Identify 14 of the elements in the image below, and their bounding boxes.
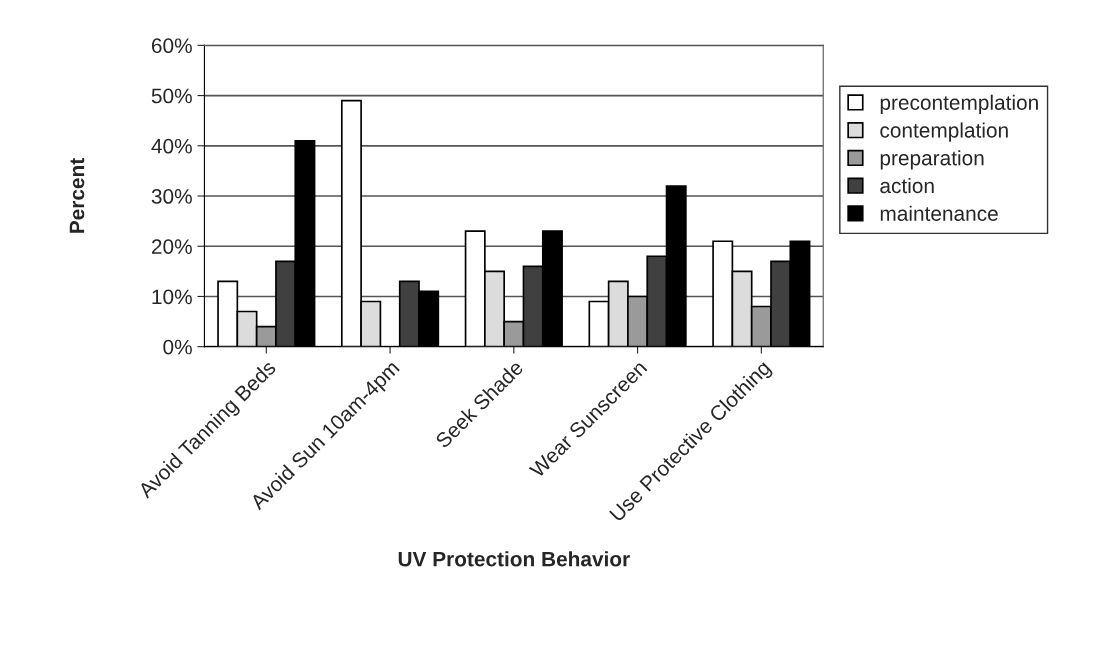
y-tick-label: 10% (152, 289, 192, 305)
x-axis-title: UV Protection Behavior (398, 551, 630, 567)
legend-label: preparation (880, 150, 984, 170)
y-tick-label: 0% (163, 339, 192, 355)
legend-label: action (880, 177, 934, 194)
y-tick-label: 40% (151, 138, 192, 154)
y-tick-label: 20% (151, 239, 192, 254)
legend-label: precontemplation (880, 94, 1038, 115)
y-tick-label: 50% (151, 88, 192, 104)
y-tick-label: 30% (151, 189, 192, 204)
legend-label: contemplation (880, 122, 1008, 142)
legend-label: maintenance (880, 205, 998, 221)
y-tick-label: 60% (151, 38, 192, 54)
y-axis-title: Percent (69, 158, 85, 233)
